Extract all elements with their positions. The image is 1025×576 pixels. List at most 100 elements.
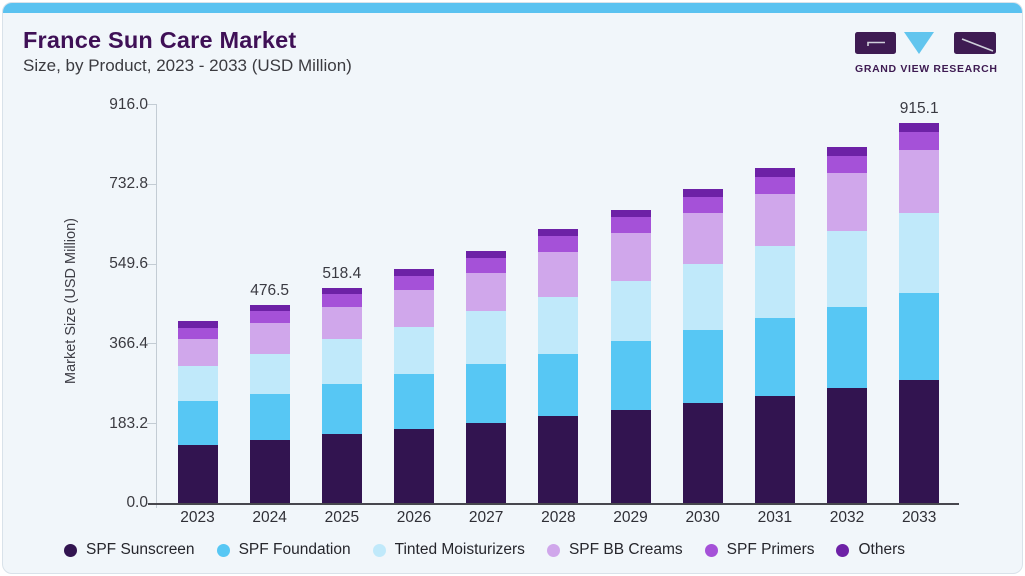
bar-segment-2031-spf-foundation[interactable] <box>754 317 795 397</box>
bar-segment-2028-tinted-moisturizers[interactable] <box>538 297 579 354</box>
bar-total-label-2025: 518.4 <box>322 264 362 282</box>
bar-segment-2029-others[interactable] <box>610 209 651 218</box>
bar-2032[interactable] <box>827 146 868 503</box>
bar-segment-2024-spf-sunscreen[interactable] <box>249 440 290 503</box>
bar-segment-2030-tinted-moisturizers[interactable] <box>682 263 723 330</box>
bar-2029[interactable] <box>610 209 651 503</box>
bar-segment-2030-spf-foundation[interactable] <box>682 329 723 403</box>
bar-segment-2030-spf-sunscreen[interactable] <box>682 402 723 503</box>
bar-segment-2026-spf-foundation[interactable] <box>394 374 434 429</box>
legend-label: SPF BB Creams <box>568 541 683 558</box>
bar-segment-2028-spf-bb-creams[interactable] <box>538 251 579 298</box>
bar-segment-2032-spf-bb-creams[interactable] <box>827 173 868 231</box>
bar-segment-2033-spf-foundation[interactable] <box>899 293 940 380</box>
bar-segment-2029-spf-primers[interactable] <box>610 217 651 234</box>
bar-2030[interactable] <box>682 188 723 503</box>
legend-item-spf-bb-creams[interactable]: SPF BB Creams <box>546 541 683 559</box>
bar-segment-2030-spf-primers[interactable] <box>682 196 723 214</box>
bar-segment-2033-spf-bb-creams[interactable] <box>899 150 940 213</box>
bar-segment-2027-others[interactable] <box>466 250 507 258</box>
bar-segment-2028-spf-sunscreen[interactable] <box>538 415 579 503</box>
bar-segment-2025-spf-foundation[interactable] <box>321 384 362 434</box>
y-axis-title: Market Size (USD Million) <box>63 218 79 384</box>
bar-2033[interactable] <box>899 123 940 503</box>
bar-segment-2028-spf-foundation[interactable] <box>538 353 579 416</box>
legend-item-others[interactable]: Others <box>836 541 905 559</box>
bar-segment-2033-spf-primers[interactable] <box>899 132 940 151</box>
y-axis-tick-label: 366.4 <box>109 334 148 352</box>
bar-segment-2025-spf-sunscreen[interactable] <box>321 433 362 503</box>
bar-segment-2031-tinted-moisturizers[interactable] <box>754 245 795 318</box>
bar-segment-2029-spf-sunscreen[interactable] <box>610 409 651 503</box>
bar-2028[interactable] <box>538 228 579 503</box>
bar-segment-2029-tinted-moisturizers[interactable] <box>610 280 651 341</box>
bar-segment-2033-spf-sunscreen[interactable] <box>899 379 940 503</box>
bar-segment-2026-spf-sunscreen[interactable] <box>394 428 434 503</box>
bar-segment-2023-spf-foundation[interactable] <box>177 401 218 445</box>
bar-segment-2029-spf-bb-creams[interactable] <box>610 233 651 281</box>
svg-text:GRAND VIEW RESEARCH: GRAND VIEW RESEARCH <box>855 63 998 75</box>
bar-segment-2032-spf-foundation[interactable] <box>827 306 868 389</box>
bar-segment-2023-tinted-moisturizers[interactable] <box>177 366 218 402</box>
bar-segment-2024-spf-primers[interactable] <box>249 311 290 324</box>
bar-segment-2027-spf-foundation[interactable] <box>466 363 507 423</box>
bar-segment-2030-spf-bb-creams[interactable] <box>682 213 723 264</box>
bar-segment-2025-others[interactable] <box>321 287 362 295</box>
bar-2025[interactable] <box>321 287 362 503</box>
bar-segment-2031-spf-primers[interactable] <box>754 176 795 194</box>
bar-2031[interactable] <box>754 168 795 503</box>
legend-dot-tinted-moisturizers-icon <box>372 543 386 557</box>
bar-segment-2026-spf-primers[interactable] <box>394 275 434 290</box>
bar-segment-2031-spf-bb-creams[interactable] <box>754 193 795 246</box>
grand-view-research-logo[interactable]: GRAND VIEW RESEARCH <box>854 30 1000 76</box>
gvr-logo-icon: GRAND VIEW RESEARCH <box>855 32 998 75</box>
bar-segment-2030-others[interactable] <box>682 188 723 197</box>
bar-2023[interactable] <box>177 320 218 503</box>
legend-item-spf-sunscreen[interactable]: SPF Sunscreen <box>64 541 195 559</box>
y-axis-tick-label: 0.0 <box>126 494 148 512</box>
bar-segment-2024-tinted-moisturizers[interactable] <box>249 354 290 394</box>
bar-segment-2033-others[interactable] <box>899 123 940 133</box>
bar-segment-2027-spf-sunscreen[interactable] <box>466 422 507 503</box>
bar-segment-2027-spf-bb-creams[interactable] <box>466 273 507 311</box>
bar-segment-2032-spf-primers[interactable] <box>827 155 868 174</box>
bar-segment-2026-tinted-moisturizers[interactable] <box>394 327 434 375</box>
bar-2024[interactable] <box>249 305 290 503</box>
bar-segment-2027-tinted-moisturizers[interactable] <box>466 310 507 364</box>
bar-segment-2024-others[interactable] <box>249 305 290 312</box>
bar-segment-2023-spf-primers[interactable] <box>177 327 218 339</box>
bar-segment-2033-tinted-moisturizers[interactable] <box>899 213 940 294</box>
bar-segment-2029-spf-foundation[interactable] <box>610 340 651 410</box>
bar-segment-2023-spf-bb-creams[interactable] <box>177 338 218 367</box>
bar-segment-2027-spf-primers[interactable] <box>466 257 507 274</box>
x-axis-label-2031: 2031 <box>757 509 793 526</box>
bar-2026[interactable] <box>394 269 434 503</box>
bar-segment-2024-spf-foundation[interactable] <box>249 393 290 441</box>
bar-segment-2031-others[interactable] <box>754 168 795 177</box>
bar-segment-2028-spf-primers[interactable] <box>538 236 579 252</box>
y-axis-tick <box>147 263 156 265</box>
legend-item-spf-foundation[interactable]: SPF Foundation <box>216 541 351 559</box>
legend-dot-others-icon <box>836 543 850 557</box>
bar-segment-2025-spf-bb-creams[interactable] <box>321 306 362 340</box>
bar-segment-2028-others[interactable] <box>538 228 579 237</box>
bar-segment-2023-others[interactable] <box>177 320 218 328</box>
bar-segment-2032-spf-sunscreen[interactable] <box>827 388 868 503</box>
x-axis-label-2033: 2033 <box>901 509 937 526</box>
bar-segment-2023-spf-sunscreen[interactable] <box>177 444 218 503</box>
bar-segment-2031-spf-sunscreen[interactable] <box>754 396 795 503</box>
bar-segment-2026-others[interactable] <box>394 269 434 276</box>
legend-dot-spf-foundation-icon <box>216 543 230 557</box>
bar-2027[interactable] <box>466 250 507 503</box>
x-axis-label-2027: 2027 <box>468 509 504 526</box>
bar-segment-2032-others[interactable] <box>827 146 868 156</box>
bar-segment-2025-spf-primers[interactable] <box>321 294 362 307</box>
legend-item-spf-primers[interactable]: SPF Primers <box>704 541 814 559</box>
bar-segment-2026-spf-bb-creams[interactable] <box>394 289 434 328</box>
bar-segment-2032-tinted-moisturizers[interactable] <box>827 230 868 307</box>
y-axis-tick-label: 916.0 <box>109 95 148 113</box>
bar-segment-2024-spf-bb-creams[interactable] <box>249 323 290 355</box>
legend-item-tinted-moisturizers[interactable]: Tinted Moisturizers <box>372 541 525 559</box>
bar-segment-2025-tinted-moisturizers[interactable] <box>321 339 362 385</box>
